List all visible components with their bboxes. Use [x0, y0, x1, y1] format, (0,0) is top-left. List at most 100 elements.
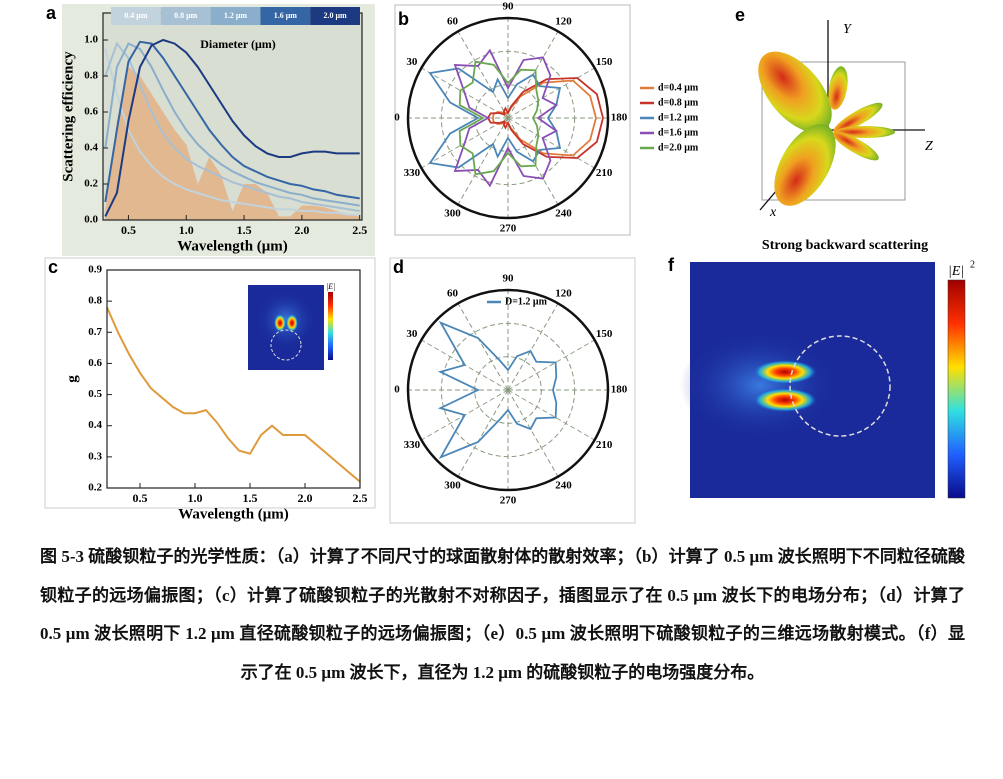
angle-tick-label: 120 — [555, 287, 572, 299]
angle-grid-line — [457, 117, 509, 205]
figure: e Y Z x Strong backward scattering f |E|… — [44, 1, 975, 524]
field-hotspot — [753, 388, 817, 412]
legend-label: 1.6 μm — [274, 11, 298, 20]
y-axis-label: Scattering efficiency — [60, 51, 76, 182]
legend-label: d=2.0 μm — [658, 142, 699, 153]
axis-label: Y — [843, 22, 853, 37]
angle-grid-line — [507, 339, 595, 391]
inset-field-map: |E| — [248, 282, 335, 370]
angle-tick-label: 330 — [404, 167, 421, 179]
angle-tick-label: 0 — [394, 112, 400, 124]
data-line — [104, 38, 360, 217]
inset-hotspot — [274, 314, 286, 332]
legend-label: 0.4 μm — [124, 11, 148, 20]
x-tick-label: 2.5 — [352, 223, 367, 237]
scattering-lobe — [774, 124, 836, 206]
panel-label: a — [46, 3, 57, 23]
angle-grid-line — [507, 389, 559, 477]
x-tick-label: 2.0 — [298, 491, 313, 505]
data-line — [106, 306, 361, 483]
inset-colorbar — [328, 292, 333, 360]
angle-tick-label: 270 — [500, 495, 517, 507]
axis-label: Z — [925, 139, 933, 154]
bounding-box — [761, 61, 906, 201]
polar-line — [428, 67, 562, 169]
data-line — [104, 41, 360, 212]
angle-tick-label: 300 — [444, 480, 461, 492]
x-tick-label: 2.0 — [294, 223, 309, 237]
x-tick-label: 0.5 — [121, 223, 136, 237]
panel-d-frame — [389, 257, 636, 524]
x-tick-label: 1.5 — [243, 491, 258, 505]
panel-b-frame — [394, 4, 631, 236]
panel-e: e Y Z x Strong backward scattering — [735, 5, 933, 253]
particle-outline — [789, 335, 891, 437]
polar-line — [458, 60, 540, 176]
inset-label: |E| — [326, 282, 335, 291]
angle-tick-label: 330 — [404, 439, 421, 451]
angle-grid-line — [507, 67, 595, 119]
angle-tick-label: 210 — [596, 167, 613, 179]
y-tick-label: 0.7 — [88, 326, 102, 338]
polar-line — [437, 321, 558, 459]
spectrum-area — [105, 67, 360, 220]
angle-tick-label: 30 — [406, 56, 418, 68]
legend-label: d=0.4 μm — [658, 82, 699, 93]
y-axis-label: g — [64, 375, 80, 383]
angle-tick-label: 90 — [503, 273, 515, 285]
panel-label: b — [398, 9, 409, 29]
axis-label: x — [769, 205, 777, 220]
polar-line — [486, 77, 604, 159]
legend-label: d=1.6 μm — [658, 127, 699, 138]
y-tick-label: 0.8 — [88, 295, 102, 307]
legend-label: d=0.8 μm — [658, 97, 699, 108]
panel-caption: Strong backward scattering — [762, 238, 928, 253]
legend-swatch — [310, 7, 360, 25]
legend-label: 1.2 μm — [224, 11, 248, 20]
legend-swatch — [111, 7, 161, 25]
angle-tick-label: 240 — [555, 208, 572, 220]
legend-swatch — [210, 7, 261, 25]
y-tick-label: 0.0 — [84, 214, 98, 226]
x-tick-label: 0.5 — [133, 491, 148, 505]
legend-label: d=1.2 μm — [658, 112, 699, 123]
y-tick-label: 0.4 — [84, 142, 98, 154]
scattering-lobe — [828, 66, 848, 110]
legend-label: D=1.2 μm — [505, 296, 548, 307]
angle-tick-label: 60 — [447, 287, 459, 299]
legend-swatch — [160, 7, 211, 25]
data-line — [104, 40, 360, 203]
data-line — [104, 48, 360, 216]
angle-tick-label: 30 — [406, 328, 418, 340]
colorbar-exponent: 2 — [970, 259, 975, 270]
legend-swatch — [260, 7, 311, 25]
scattering-lobe — [833, 102, 883, 134]
figure-caption: 图 5-3 硫酸钡粒子的光学性质：（a）计算了不同尺寸的球面散射体的散射效率；（… — [40, 547, 965, 682]
panel-f: f |E| 2 — [668, 255, 975, 499]
angle-tick-label: 120 — [555, 15, 572, 27]
field-hotspot — [753, 360, 817, 384]
y-tick-label: 0.4 — [88, 419, 102, 431]
y-tick-label: 0.8 — [84, 70, 98, 82]
data-line — [104, 42, 360, 207]
panel-c-frame — [44, 257, 376, 509]
angle-grid-line — [457, 303, 509, 391]
scattering-lobe — [833, 131, 879, 161]
scattering-lobe — [835, 126, 895, 138]
y-tick-label: 0.9 — [88, 264, 102, 276]
angle-grid-line — [507, 389, 595, 441]
inset-hotspot — [286, 314, 298, 332]
legend-title: Diameter (μm) — [200, 37, 276, 51]
angle-grid-line — [457, 389, 509, 477]
panel-label: e — [735, 5, 745, 25]
legend-label: 2.0 μm — [323, 11, 347, 20]
x-tick-label: 1.5 — [237, 223, 252, 237]
angle-grid-line — [457, 31, 509, 119]
angle-tick-label: 0 — [394, 384, 400, 396]
angle-tick-label: 300 — [444, 208, 461, 220]
y-tick-label: 0.6 — [88, 357, 102, 369]
y-tick-label: 0.6 — [84, 106, 98, 118]
colorbar — [947, 279, 966, 499]
x-axis-label: Wavelength (μm) — [177, 238, 288, 254]
y-tick-label: 0.5 — [88, 388, 102, 400]
